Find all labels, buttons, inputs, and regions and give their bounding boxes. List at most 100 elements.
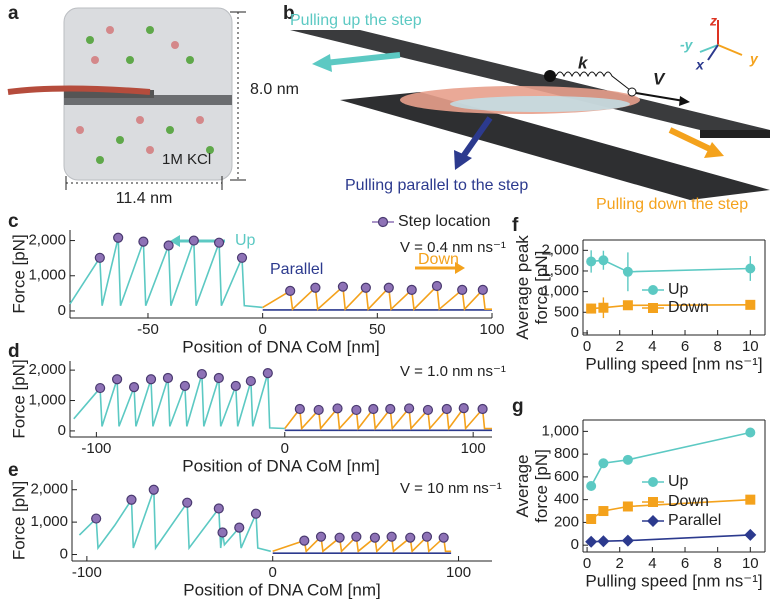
marker — [334, 532, 345, 543]
marker — [597, 535, 610, 548]
marker — [622, 501, 633, 512]
marker — [213, 237, 225, 248]
series-name: Up — [668, 281, 689, 298]
velocity-label: V — [653, 69, 666, 88]
series-name: Down — [668, 493, 709, 510]
marker — [294, 403, 305, 415]
panel-label: e — [8, 460, 19, 481]
marker — [91, 513, 102, 524]
y-tick-label: 1,000 — [28, 391, 66, 408]
x-axis-label: Position of DNA CoM [nm] — [182, 456, 379, 475]
marker — [94, 252, 105, 263]
marker — [310, 282, 321, 293]
marker — [647, 515, 659, 527]
marker — [622, 300, 633, 311]
x-tick-label: 4 — [648, 555, 656, 572]
y-tick-label: 200 — [554, 513, 579, 530]
marker — [163, 240, 174, 251]
marker — [332, 403, 343, 414]
x-tick-label: -50 — [137, 321, 159, 338]
series-name: Up — [668, 473, 689, 490]
marker — [598, 302, 609, 313]
simulation-box — [7, 7, 233, 181]
spring — [555, 71, 631, 91]
y-tick-label: 0 — [58, 302, 66, 319]
panel-label: f — [512, 215, 519, 236]
arrow — [459, 116, 493, 160]
x-tick-label: -100 — [72, 564, 102, 581]
marker — [621, 534, 634, 547]
down-label: Pulling down the step — [596, 196, 748, 213]
series-name: Parallel — [270, 261, 323, 278]
marker — [182, 497, 193, 508]
up-label: Pulling up the step — [290, 12, 422, 29]
marker — [234, 522, 245, 533]
y-tick-label: 600 — [554, 468, 579, 485]
annotation: V = 10 nm ns⁻¹ — [400, 480, 502, 497]
y-tick-label: 0 — [60, 545, 68, 562]
marker — [458, 403, 469, 414]
marker — [598, 255, 609, 266]
marker — [406, 284, 417, 295]
marker — [145, 374, 157, 385]
axis-minus-y: -y — [680, 37, 694, 53]
marker — [213, 503, 224, 514]
marker — [148, 484, 159, 495]
marker — [360, 282, 371, 293]
marker — [188, 235, 199, 246]
marker — [377, 216, 389, 228]
marker — [744, 528, 757, 541]
marker — [369, 532, 381, 543]
y-axis-label: Average — [513, 454, 532, 517]
marker — [405, 532, 416, 543]
x-tick-label: 0 — [281, 440, 289, 457]
series-line — [591, 304, 751, 310]
y-axis-label: force [pN] — [532, 251, 551, 325]
panel-label: a — [8, 3, 19, 24]
y-tick-label: 2,000 — [541, 241, 579, 258]
marker — [438, 532, 449, 543]
x-tick-label: 100 — [446, 564, 471, 581]
x-tick-label: 10 — [742, 338, 759, 355]
x-tick-label: 4 — [648, 338, 656, 355]
panel-label: c — [8, 211, 19, 232]
x-tick-label: 10 — [742, 555, 759, 572]
marker — [386, 531, 397, 542]
marker — [431, 280, 443, 292]
salt-label: 1M KCl — [162, 151, 211, 168]
series-line — [591, 534, 751, 543]
parallel-label: Pulling parallel to the step — [345, 177, 528, 194]
marker — [598, 458, 609, 469]
y-tick-label: 400 — [554, 491, 579, 508]
marker — [383, 282, 394, 293]
width-label: 11.4 nm — [116, 190, 173, 207]
x-tick-label: -100 — [81, 440, 111, 457]
panel-label: d — [8, 341, 20, 362]
y-tick-label: 0 — [571, 536, 579, 553]
marker — [745, 299, 756, 310]
y-tick-label: 2,000 — [28, 232, 66, 249]
marker — [126, 494, 137, 505]
marker — [648, 497, 658, 507]
x-axis-label: Pulling speed [nm ns⁻¹] — [585, 571, 762, 590]
x-tick-label: 100 — [461, 440, 486, 457]
arrow-head — [455, 262, 465, 274]
y-axis-label: Force [pN] — [9, 234, 28, 313]
marker — [217, 527, 228, 538]
x-tick-label: 8 — [713, 555, 721, 572]
arrow — [324, 52, 401, 66]
marker — [586, 256, 597, 267]
marker — [368, 403, 379, 415]
marker — [337, 281, 349, 292]
marker — [315, 531, 327, 542]
y-tick-label: 1,000 — [541, 422, 579, 439]
marker — [111, 374, 123, 385]
arrow — [668, 127, 714, 153]
y-tick-label: 2,000 — [28, 361, 66, 378]
series-line — [591, 259, 751, 273]
marker — [586, 514, 597, 524]
marker — [138, 236, 149, 247]
axis-y: y — [749, 51, 759, 67]
x-tick-label: 6 — [681, 555, 689, 572]
